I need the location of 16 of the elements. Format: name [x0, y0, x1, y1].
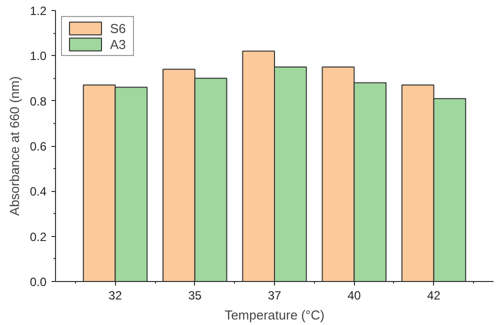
- y-axis-title: Absorbance at 660 (nm): [6, 76, 22, 216]
- x-tick-label: 37: [268, 288, 282, 302]
- y-tick-label: 0.0: [30, 275, 47, 289]
- x-tick-label: 40: [347, 288, 362, 302]
- y-tick-label: 1.2: [30, 4, 47, 18]
- x-tick-label: 42: [427, 288, 441, 302]
- legend-label: S6: [110, 20, 127, 36]
- x-tick-label: 35: [188, 288, 202, 302]
- legend-label: A3: [110, 36, 127, 52]
- y-tick-label: 1.0: [30, 49, 47, 64]
- y-tick-label: 0.2: [30, 230, 47, 244]
- y-tick-label: 0.8: [30, 94, 47, 108]
- y-tick-label: 0.4: [30, 184, 47, 199]
- x-axis-title: Temperature (°C): [224, 308, 324, 322]
- y-tick-label: 0.6: [30, 140, 47, 154]
- x-tick-label: 32: [108, 288, 122, 302]
